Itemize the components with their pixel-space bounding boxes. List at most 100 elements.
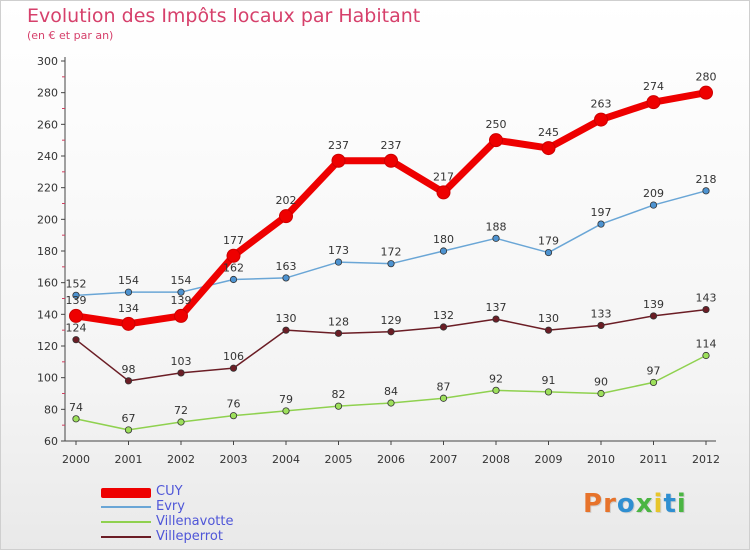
x-tick-label: 2001 bbox=[115, 453, 143, 466]
data-point-cuy bbox=[384, 153, 398, 168]
data-point-evry bbox=[387, 260, 395, 268]
x-tick-label: 2012 bbox=[692, 453, 720, 466]
logo-letter: t bbox=[663, 489, 677, 519]
legend-item-villenavotte: Villenavotte bbox=[101, 514, 361, 530]
data-label-evry: 197 bbox=[591, 206, 612, 219]
x-tick-label: 2006 bbox=[377, 453, 405, 466]
data-label-villeperrot: 130 bbox=[538, 312, 559, 325]
data-label-evry: 218 bbox=[696, 173, 717, 186]
y-tick-label: 180 bbox=[37, 245, 58, 258]
data-point-villeperrot bbox=[282, 326, 290, 334]
legend-swatch-villeperrot bbox=[101, 536, 151, 538]
x-tick-label: 2009 bbox=[535, 453, 563, 466]
data-label-villenavotte: 87 bbox=[437, 380, 451, 393]
chart-subtitle: (en € et par an) bbox=[27, 29, 114, 42]
data-point-cuy bbox=[489, 133, 503, 148]
data-point-evry bbox=[229, 275, 238, 284]
y-tick-label: 120 bbox=[37, 340, 58, 353]
data-label-evry: 172 bbox=[381, 246, 402, 259]
x-tick-label: 2008 bbox=[482, 453, 510, 466]
data-label-cuy: 177 bbox=[223, 234, 244, 247]
data-point-villeperrot bbox=[387, 328, 395, 336]
data-label-villeperrot: 130 bbox=[276, 312, 297, 325]
proxiti-logo: Proxiti bbox=[583, 489, 687, 519]
data-label-villenavotte: 79 bbox=[279, 393, 293, 406]
data-point-evry bbox=[334, 258, 343, 266]
legend-item-evry: Evry bbox=[101, 499, 361, 515]
x-tick-label: 2000 bbox=[62, 453, 90, 466]
data-label-villenavotte: 91 bbox=[542, 374, 556, 387]
data-label-villeperrot: 128 bbox=[328, 315, 349, 328]
data-label-villenavotte: 72 bbox=[174, 404, 188, 417]
data-label-cuy: 245 bbox=[538, 126, 559, 139]
series-layer bbox=[69, 85, 713, 434]
data-point-cuy bbox=[699, 85, 713, 100]
legend-label-villenavotte: Villenavotte bbox=[156, 514, 234, 529]
data-label-villeperrot: 129 bbox=[381, 314, 402, 327]
data-label-evry: 180 bbox=[433, 233, 454, 246]
data-label-villenavotte: 84 bbox=[384, 385, 398, 398]
data-point-villenavotte bbox=[72, 415, 80, 423]
y-tick-label: 300 bbox=[37, 55, 58, 68]
legend-swatch-cuy bbox=[101, 488, 151, 498]
data-label-villenavotte: 74 bbox=[69, 401, 83, 414]
legend-item-villeperrot: Villeperrot bbox=[101, 529, 361, 545]
data-point-cuy bbox=[69, 308, 83, 323]
x-tick-label: 2002 bbox=[167, 453, 195, 466]
data-point-cuy bbox=[121, 316, 136, 331]
data-label-villenavotte: 97 bbox=[647, 364, 661, 377]
y-tick-label: 100 bbox=[37, 372, 58, 385]
data-label-cuy: 237 bbox=[381, 139, 402, 152]
data-label-villeperrot: 124 bbox=[66, 322, 87, 335]
data-point-evry bbox=[544, 248, 553, 257]
data-point-villenavotte bbox=[439, 394, 448, 402]
data-point-villeperrot bbox=[439, 323, 448, 331]
data-point-villenavotte bbox=[597, 389, 605, 398]
data-label-cuy: 139 bbox=[66, 294, 87, 307]
data-point-cuy bbox=[646, 95, 661, 110]
line-chart: 60 80 100 120 140 160 180 200 220 240 260 280 300 200… bbox=[37, 55, 720, 466]
legend-swatch-villenavotte bbox=[101, 521, 151, 523]
data-label-evry: 179 bbox=[538, 235, 559, 248]
y-tick-label: 240 bbox=[37, 150, 58, 163]
y-tick-label: 80 bbox=[44, 403, 58, 416]
data-point-villenavotte bbox=[387, 399, 395, 407]
x-tick-label: 2010 bbox=[587, 453, 615, 466]
series-line-cuy bbox=[72, 89, 710, 328]
data-label-cuy: 280 bbox=[696, 71, 717, 84]
data-point-villenavotte bbox=[649, 378, 658, 387]
data-point-cuy bbox=[436, 185, 451, 200]
data-point-evry bbox=[597, 220, 605, 228]
data-point-cuy bbox=[226, 248, 241, 263]
data-label-evry: 154 bbox=[118, 274, 139, 287]
data-label-villenavotte: 92 bbox=[489, 372, 503, 385]
data-label-cuy: 202 bbox=[276, 194, 297, 207]
legend-label-evry: Evry bbox=[156, 499, 185, 514]
data-label-villeperrot: 132 bbox=[433, 309, 454, 322]
data-point-villenavotte bbox=[229, 412, 238, 420]
logo-letter: i bbox=[676, 489, 687, 519]
data-point-evry bbox=[649, 201, 658, 209]
data-point-villeperrot bbox=[334, 329, 343, 337]
data-label-villeperrot: 106 bbox=[223, 350, 244, 363]
logo-letter: i bbox=[653, 489, 664, 519]
y-tick-label: 60 bbox=[44, 435, 58, 448]
logo-letter: P bbox=[583, 489, 604, 519]
legend-label-villeperrot: Villeperrot bbox=[156, 529, 223, 544]
data-point-cuy bbox=[541, 141, 556, 156]
data-point-villeperrot bbox=[177, 369, 185, 377]
data-label-evry: 154 bbox=[171, 274, 192, 287]
data-point-villenavotte bbox=[334, 402, 343, 410]
x-tick-label: 2005 bbox=[325, 453, 353, 466]
data-label-evry: 209 bbox=[643, 187, 664, 200]
data-point-villeperrot bbox=[124, 377, 133, 385]
data-point-evry bbox=[439, 247, 448, 255]
y-tick-label: 160 bbox=[37, 277, 58, 290]
data-point-evry bbox=[282, 274, 290, 282]
y-tick-label: 220 bbox=[37, 182, 58, 195]
chart-title: Evolution des Impôts locaux par Habitant bbox=[27, 5, 421, 27]
data-point-villeperrot bbox=[649, 312, 658, 320]
data-label-villenavotte: 82 bbox=[332, 388, 346, 401]
data-label-evry: 188 bbox=[486, 220, 507, 233]
